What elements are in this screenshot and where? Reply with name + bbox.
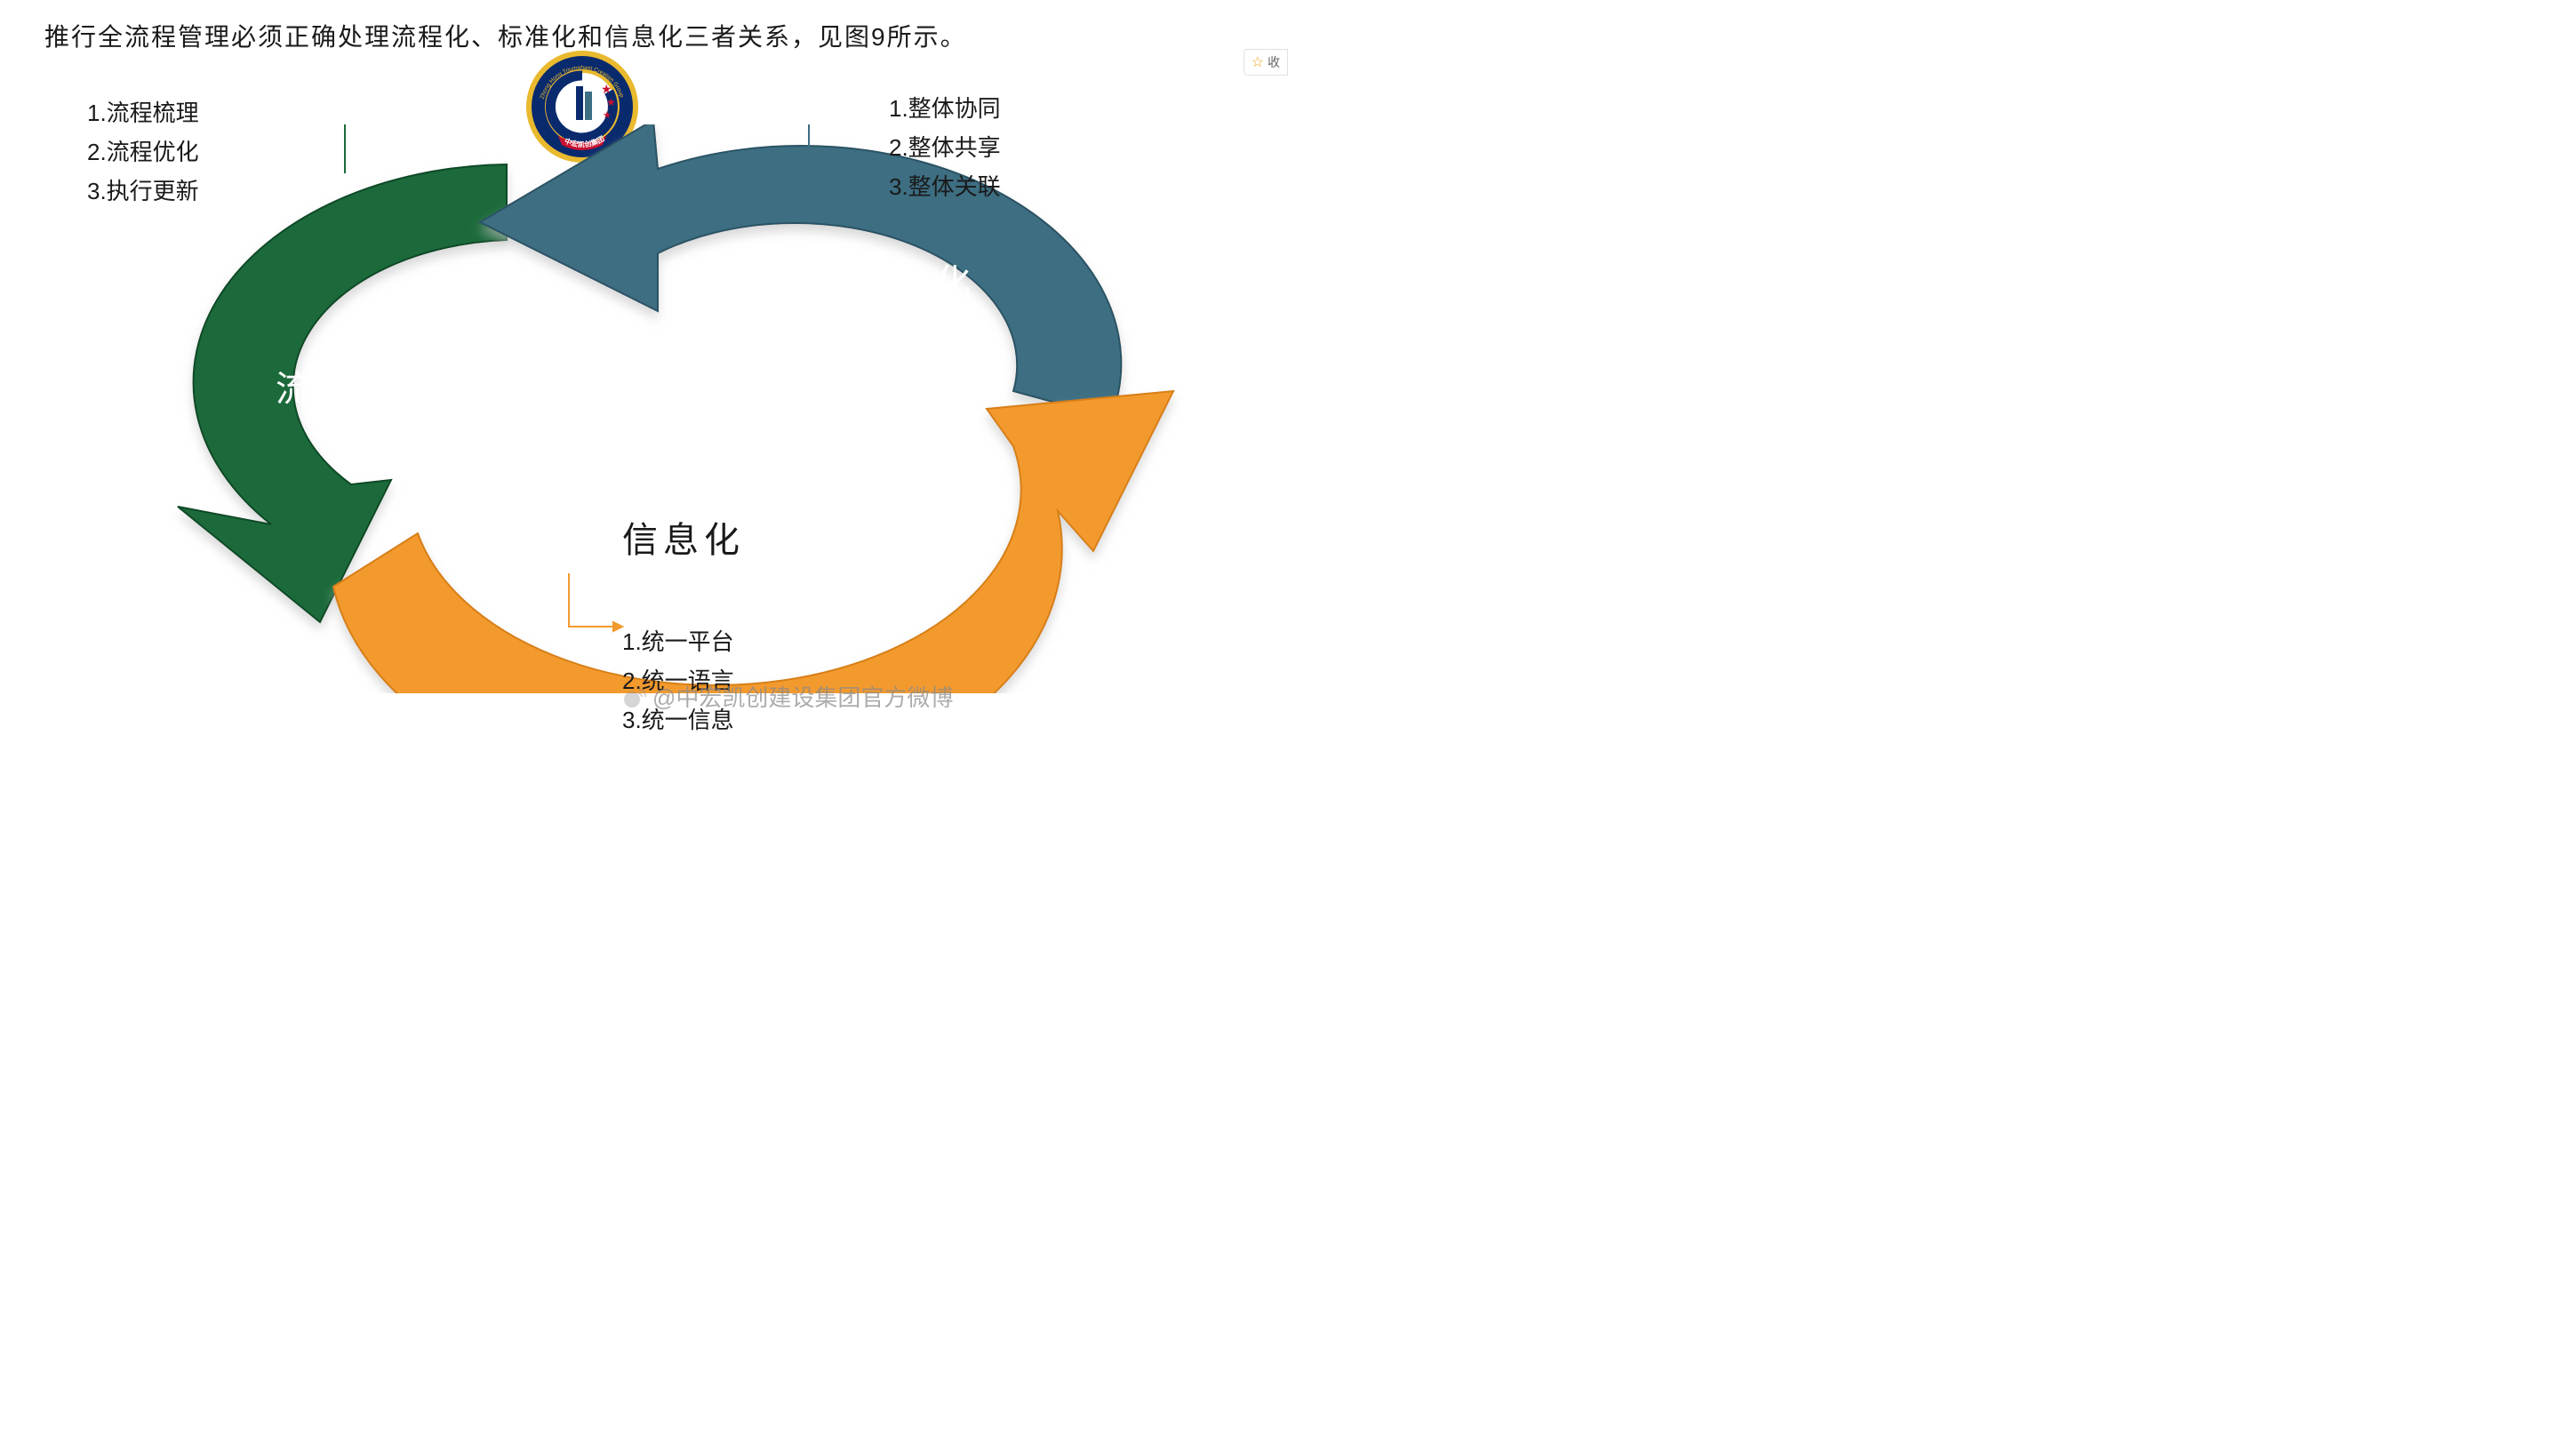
list-item: 2.流程优化 (87, 132, 199, 172)
favorite-button[interactable]: ☆ 收 (1244, 49, 1288, 76)
arrow-blue (480, 124, 1121, 418)
page-title: 推行全流程管理必须正确处理流程化、标准化和信息化三者关系，见图9所示。 (44, 18, 967, 53)
svg-text:★: ★ (606, 96, 616, 108)
callout-left (240, 124, 345, 173)
watermark: @中宏凯创建设集团官方微博 (622, 680, 953, 713)
label-green: 流程化 (276, 360, 398, 412)
list-right: 1.整体协同 2.整体共享 3.整体关联 (889, 89, 1001, 207)
weibo-icon (622, 684, 647, 709)
watermark-text: @中宏凯创建设集团官方微博 (652, 680, 953, 713)
svg-text:★: ★ (601, 82, 612, 96)
favorite-label: 收 (1268, 53, 1280, 71)
list-left: 1.流程梳理 2.流程优化 3.执行更新 (87, 93, 199, 212)
list-item: 1.流程梳理 (87, 93, 199, 132)
callout-bottom (569, 573, 622, 631)
list-item: 3.整体关联 (889, 167, 1001, 206)
list-item: 1.统一平台 (622, 622, 734, 661)
label-orange: 信息化 (622, 511, 745, 563)
star-icon: ☆ (1252, 53, 1264, 71)
list-item: 3.执行更新 (87, 172, 199, 211)
label-blue: 标准化 (853, 253, 976, 305)
list-item: 1.整体协同 (889, 89, 1001, 128)
arrow-orange (333, 391, 1173, 693)
list-item: 2.整体共享 (889, 128, 1001, 167)
svg-text:★: ★ (603, 110, 612, 121)
